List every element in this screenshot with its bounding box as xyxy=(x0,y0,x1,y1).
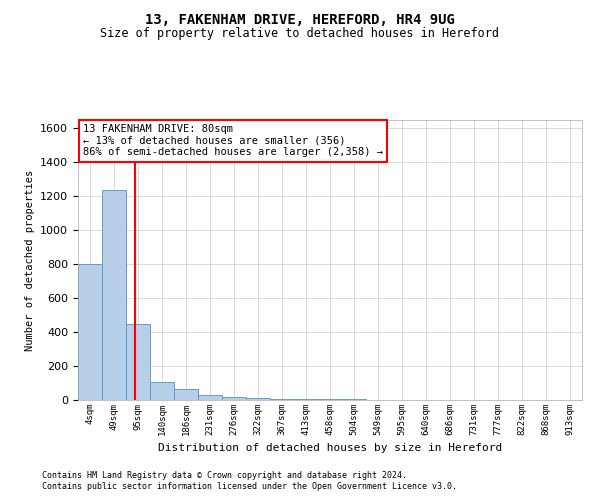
Bar xyxy=(102,190,126,400)
Bar xyxy=(174,389,198,400)
Bar xyxy=(270,398,294,400)
Text: 13 FAKENHAM DRIVE: 80sqm
← 13% of detached houses are smaller (356)
86% of semi-: 13 FAKENHAM DRIVE: 80sqm ← 13% of detach… xyxy=(83,124,383,158)
Text: 13, FAKENHAM DRIVE, HEREFORD, HR4 9UG: 13, FAKENHAM DRIVE, HEREFORD, HR4 9UG xyxy=(145,12,455,26)
Text: Contains HM Land Registry data © Crown copyright and database right 2024.: Contains HM Land Registry data © Crown c… xyxy=(42,471,407,480)
Bar xyxy=(150,382,174,400)
Bar xyxy=(294,399,318,400)
Bar xyxy=(246,398,270,400)
Bar xyxy=(78,264,102,400)
Text: Contains public sector information licensed under the Open Government Licence v3: Contains public sector information licen… xyxy=(42,482,457,491)
Bar xyxy=(198,395,222,400)
X-axis label: Distribution of detached houses by size in Hereford: Distribution of detached houses by size … xyxy=(158,444,502,454)
Bar xyxy=(222,396,246,400)
Text: Size of property relative to detached houses in Hereford: Size of property relative to detached ho… xyxy=(101,28,499,40)
Bar xyxy=(126,324,150,400)
Y-axis label: Number of detached properties: Number of detached properties xyxy=(25,170,35,350)
